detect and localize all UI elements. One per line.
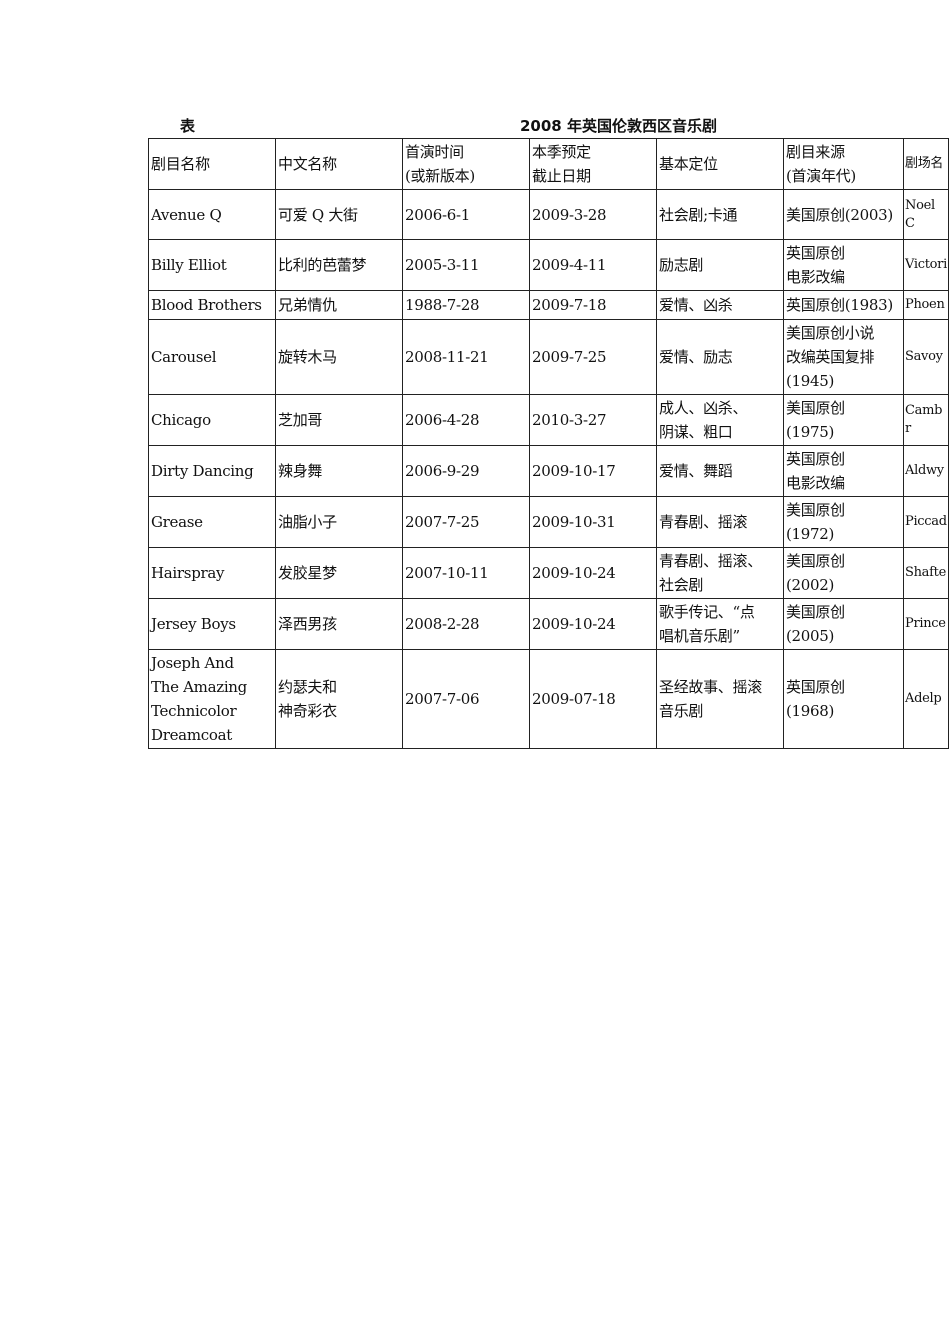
- table-cell: 2008-2-28: [402, 598, 530, 650]
- table-cell: 泽西男孩: [275, 598, 403, 650]
- table-cell: Hairspray: [148, 547, 276, 599]
- table-cell: Carousel: [148, 319, 276, 395]
- table-cell: Adelp: [903, 649, 949, 749]
- table-cell: 2006-4-28: [402, 394, 530, 446]
- table-cell: 约瑟夫和 神奇彩衣: [275, 649, 403, 749]
- table-cell: 2009-10-24: [529, 547, 657, 599]
- table-cell: 兄弟情仇: [275, 290, 403, 320]
- table-cell: 美国原创 (1972): [783, 496, 904, 548]
- table-cell: 爱情、凶杀: [656, 290, 784, 320]
- table-cell: Cambr: [903, 394, 949, 446]
- table-cell: 发胶星梦: [275, 547, 403, 599]
- table-cell: 2010-3-27: [529, 394, 657, 446]
- table-cell: 2006-9-29: [402, 445, 530, 497]
- table-cell: 2009-3-28: [529, 189, 657, 240]
- table-row: Hairspray 发胶星梦 2007-10-11 2009-10-24 青春剧、摇滚、…: [148, 547, 949, 599]
- table-label: 表: [180, 117, 196, 135]
- table-cell: 美国原创 (2002): [783, 547, 904, 599]
- table-cell: 2007-7-25: [402, 496, 530, 548]
- table-cell: 英国原创 电影改编: [783, 445, 904, 497]
- table-cell: 青春剧、摇滚: [656, 496, 784, 548]
- table-cell: Grease: [148, 496, 276, 548]
- table-cell: 爱情、励志: [656, 319, 784, 395]
- table-cell: Phoen: [903, 290, 949, 320]
- table-cell: Savoy: [903, 319, 949, 395]
- column-header: 中文名称: [275, 138, 403, 190]
- table-cell: Joseph And The Amazing Technicolor Dream…: [148, 649, 276, 749]
- table-cell: Dirty Dancing: [148, 445, 276, 497]
- table-cell: 2009-07-18: [529, 649, 657, 749]
- table-cell: 油脂小子: [275, 496, 403, 548]
- table-row: Chicago 芝加哥 2006-4-28 2010-3-27 成人、凶杀、 阴谋、粗口…: [148, 394, 949, 446]
- column-header: 剧场名: [903, 138, 949, 190]
- table-row: Joseph And The Amazing Technicolor Dream…: [148, 649, 949, 749]
- table-cell: Chicago: [148, 394, 276, 446]
- table-cell: 爱情、舞蹈: [656, 445, 784, 497]
- table-cell: 比利的芭蕾梦: [275, 239, 403, 291]
- table-body: 剧目名称 中文名称 首演时间 (或新版本) 本季预定 截止日期 基本定位 剧目来源 (首演…: [148, 138, 949, 749]
- column-header: 基本定位: [656, 138, 784, 190]
- table-cell: 英国原创(1983): [783, 290, 904, 320]
- table-row: Billy Elliot 比利的芭蕾梦 2005-3-11 2009-4-11 励志剧英…: [148, 239, 949, 291]
- table-row: Grease 油脂小子 2007-7-25 2009-10-31 青春剧、摇滚 美国原创 …: [148, 496, 949, 548]
- table-cell: 1988-7-28: [402, 290, 530, 320]
- table-cell: 可爱 Q 大街: [275, 189, 403, 240]
- table-cell: 歌手传记、“点 唱机音乐剧”: [656, 598, 784, 650]
- table-cell: Piccad: [903, 496, 949, 548]
- table-cell: 芝加哥: [275, 394, 403, 446]
- table-row: Avenue Q 可爱 Q 大街 2006-6-1 2009-3-28 社会剧;卡通 美国…: [148, 189, 949, 240]
- table-cell: 辣身舞: [275, 445, 403, 497]
- table-cell: 英国原创 电影改编: [783, 239, 904, 291]
- table-cell: 美国原创(2003): [783, 189, 904, 240]
- table-cell: 2009-7-18: [529, 290, 657, 320]
- table-cell: 2009-4-11: [529, 239, 657, 291]
- table-cell: Aldwy: [903, 445, 949, 497]
- table-cell: Jersey Boys: [148, 598, 276, 650]
- table-cell: 英国原创 (1968): [783, 649, 904, 749]
- table-cell: 社会剧;卡通: [656, 189, 784, 240]
- table-title: 2008 年英国伦敦西区音乐剧: [520, 117, 717, 135]
- table-cell: Shafte: [903, 547, 949, 599]
- table-cell: 2007-10-11: [402, 547, 530, 599]
- table-cell: 2009-10-17: [529, 445, 657, 497]
- column-header: 首演时间 (或新版本): [402, 138, 530, 190]
- table-cell: Billy Elliot: [148, 239, 276, 291]
- column-header: 本季预定 截止日期: [529, 138, 657, 190]
- table-cell: 青春剧、摇滚、 社会剧: [656, 547, 784, 599]
- table-cell: Noel C: [903, 189, 949, 240]
- table-cell: 2005-3-11: [402, 239, 530, 291]
- table-cell: 2009-7-25: [529, 319, 657, 395]
- table-cell: 2006-6-1: [402, 189, 530, 240]
- column-header: 剧目名称: [148, 138, 276, 190]
- column-header: 剧目来源 (首演年代): [783, 138, 904, 190]
- table-cell: Blood Brothers: [148, 290, 276, 320]
- table-cell: 美国原创小说 改编英国复排 (1945): [783, 319, 904, 395]
- table-cell: 励志剧: [656, 239, 784, 291]
- table-row: Dirty Dancing 辣身舞 2006-9-29 2009-10-17 爱情、舞蹈…: [148, 445, 949, 497]
- table-row: Blood Brothers 兄弟情仇 1988-7-28 2009-7-18 爱情、凶…: [148, 290, 949, 320]
- musicals-table: 剧目名称 中文名称 首演时间 (或新版本) 本季预定 截止日期 基本定位 剧目来源 (首演…: [148, 138, 949, 749]
- table-cell: 2009-10-31: [529, 496, 657, 548]
- table-cell: Prince: [903, 598, 949, 650]
- table-cell: 2008-11-21: [402, 319, 530, 395]
- table-row: Carousel 旋转木马 2008-11-21 2009-7-25 爱情、励志 美国原创…: [148, 319, 949, 395]
- table-row: Jersey Boys 泽西男孩 2008-2-28 2009-10-24 歌手传记、“…: [148, 598, 949, 650]
- table-cell: 2007-7-06: [402, 649, 530, 749]
- table-cell: 美国原创 (2005): [783, 598, 904, 650]
- header-row: 剧目名称 中文名称 首演时间 (或新版本) 本季预定 截止日期 基本定位 剧目来源 (首演…: [148, 138, 949, 190]
- table-cell: 美国原创 (1975): [783, 394, 904, 446]
- table-cell: Victori: [903, 239, 949, 291]
- table-cell: 圣经故事、摇滚 音乐剧: [656, 649, 784, 749]
- table-cell: Avenue Q: [148, 189, 276, 240]
- table-cell: 2009-10-24: [529, 598, 657, 650]
- table-cell: 旋转木马: [275, 319, 403, 395]
- table-cell: 成人、凶杀、 阴谋、粗口: [656, 394, 784, 446]
